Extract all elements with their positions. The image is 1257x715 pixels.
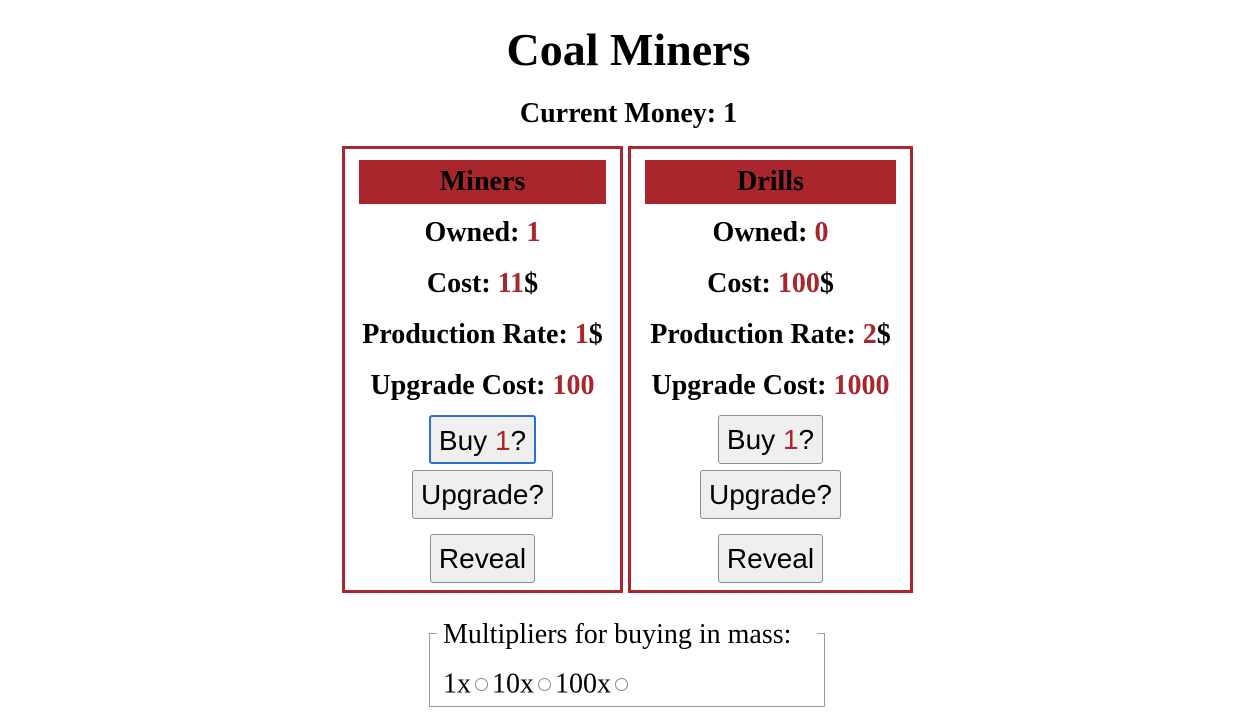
rate-label: Production Rate: <box>362 319 575 350</box>
miners-buy-qty: 1 <box>494 425 511 456</box>
multiplier-1x-label: 1x <box>443 668 471 700</box>
multiplier-10x-label: 10x <box>492 668 534 700</box>
miners-reveal-button[interactable]: Reveal <box>429 534 536 583</box>
miners-upgrade-button[interactable]: Upgrade? <box>412 470 553 519</box>
multiplier-options: 1x 10x 100x <box>443 665 632 703</box>
miners-rate-value: 1 <box>574 319 589 350</box>
currency-symbol: $ <box>588 319 603 350</box>
miners-owned: Owned: 1 <box>345 207 620 258</box>
miners-upgrade-cost: Upgrade Cost: 100 <box>345 360 620 411</box>
miners-cost-value: 11 <box>497 268 525 299</box>
multipliers-legend: Multipliers for buying in mass: <box>443 619 792 650</box>
miners-cost: Cost: 11$ <box>345 258 620 309</box>
drills-rate-value: 2 <box>862 319 877 350</box>
upgrade-cost-label: Upgrade Cost: <box>370 370 553 401</box>
money-label: Current Money: <box>519 98 724 129</box>
fieldset-border-left <box>429 633 437 634</box>
currency-symbol: $ <box>524 268 539 299</box>
rate-label: Production Rate: <box>650 319 863 350</box>
buy-prefix: Buy <box>438 425 495 456</box>
miners-upgrade-cost-value: 100 <box>552 370 595 401</box>
buy-suffix: ? <box>510 425 527 456</box>
money-value: 1 <box>723 98 738 129</box>
multipliers-fieldset <box>429 633 825 707</box>
upgrade-cost-label: Upgrade Cost: <box>651 370 834 401</box>
drills-production-rate: Production Rate: 2$ <box>631 309 910 360</box>
currency-symbol: $ <box>819 268 834 299</box>
multiplier-10x-radio[interactable] <box>538 678 551 692</box>
drills-upgrade-cost: Upgrade Cost: 1000 <box>631 360 910 411</box>
drills-panel: Drills Owned: 0 Cost: 100$ Production Ra… <box>628 146 913 593</box>
multiplier-1x-radio[interactable] <box>475 678 488 692</box>
drills-cost: Cost: 100$ <box>631 258 910 309</box>
miners-production-rate: Production Rate: 1$ <box>345 309 620 360</box>
multiplier-100x-radio[interactable] <box>615 678 628 692</box>
drills-upgrade-button[interactable]: Upgrade? <box>700 470 841 519</box>
drills-owned: Owned: 0 <box>631 207 910 258</box>
drills-upgrade-cost-value: 1000 <box>833 370 890 401</box>
drills-cost-value: 100 <box>777 268 820 299</box>
current-money: Current Money: 1 <box>0 96 1257 132</box>
currency-symbol: $ <box>876 319 891 350</box>
cost-label: Cost: <box>707 268 778 299</box>
buy-prefix: Buy <box>726 424 783 455</box>
page-title: Coal Miners <box>506 24 751 75</box>
miners-panel: Miners Owned: 1 Cost: 11$ Production Rat… <box>342 146 623 593</box>
owned-label: Owned: <box>712 217 815 248</box>
drills-header: Drills <box>645 160 896 204</box>
miners-buy-button[interactable]: Buy 1? <box>428 415 537 464</box>
drills-owned-value: 0 <box>814 217 829 248</box>
buy-suffix: ? <box>798 424 815 455</box>
miners-owned-value: 1 <box>526 217 541 248</box>
fieldset-border-right <box>817 633 825 634</box>
multiplier-100x-label: 100x <box>555 668 611 700</box>
drills-reveal-button[interactable]: Reveal <box>717 534 824 583</box>
cost-label: Cost: <box>426 268 498 299</box>
drills-buy-qty: 1 <box>782 424 799 455</box>
miners-header: Miners <box>359 160 606 204</box>
owned-label: Owned: <box>424 217 527 248</box>
drills-buy-button[interactable]: Buy 1? <box>717 415 824 464</box>
